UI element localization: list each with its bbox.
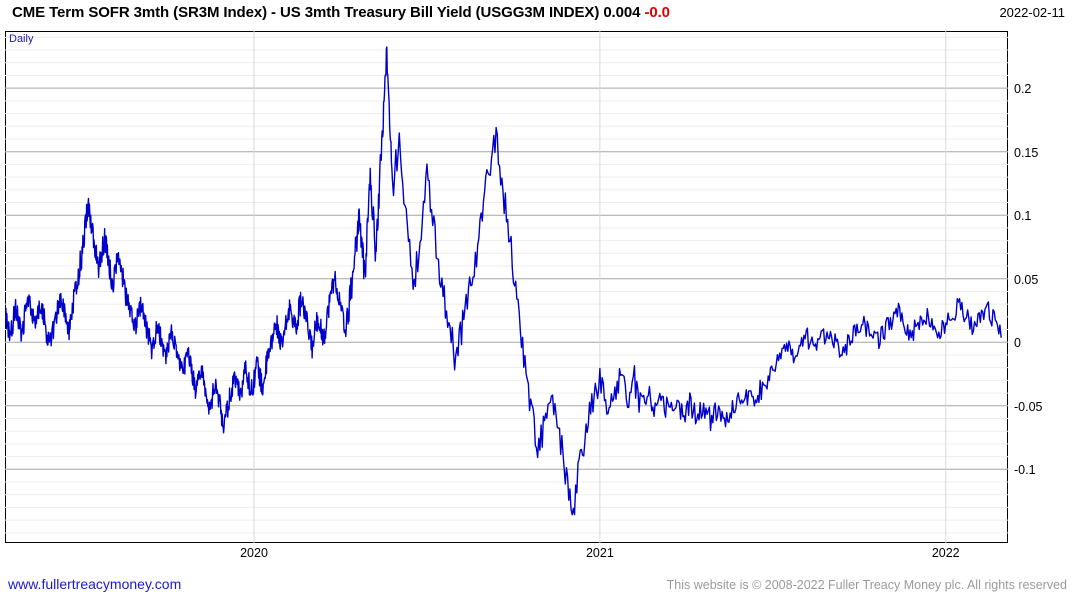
y-axis-tick-label: -0.05: [1014, 399, 1043, 414]
y-axis-tick-label: 0: [1014, 336, 1021, 351]
y-axis-tick-label: 0.05: [1014, 272, 1039, 287]
x-axis-tick-label: 2020: [240, 546, 268, 560]
y-axis-tick-label: -0.1: [1014, 463, 1036, 478]
y-axis: 0.2 0.15 0.1 0.05 0 -0.05 -0.1: [1012, 31, 1074, 543]
plot-frame: [5, 31, 1008, 543]
chart-canvas: [5, 31, 1008, 543]
as-of-date: 2022-02-11: [999, 5, 1065, 20]
page-title: CME Term SOFR 3mth (SR3M Index) - US 3mt…: [12, 4, 670, 21]
chart-footer: www.fullertreacymoney.com This website i…: [0, 576, 1075, 600]
plot-area[interactable]: Daily: [5, 31, 1008, 543]
y-axis-tick-label: 0.2: [1014, 82, 1032, 97]
site-link[interactable]: www.fullertreacymoney.com: [8, 576, 182, 592]
copyright-text: This website is © 2008-2022 Fuller Treac…: [666, 578, 1067, 592]
change-value: -0.0: [644, 4, 670, 21]
x-axis-tick-label: 2022: [931, 546, 960, 560]
x-axis: 2020 2021 2022: [0, 546, 1075, 566]
x-axis-tick-label: 2021: [585, 546, 614, 560]
frequency-label: Daily: [9, 33, 34, 45]
last-value-number: 0.004: [603, 4, 641, 21]
series-title: CME Term SOFR 3mth (SR3M Index) - US 3mt…: [12, 4, 600, 21]
y-axis-tick-label: 0.1: [1014, 209, 1032, 224]
chart-header: CME Term SOFR 3mth (SR3M Index) - US 3mt…: [0, 0, 1075, 28]
y-axis-tick-label: 0.15: [1014, 145, 1039, 160]
